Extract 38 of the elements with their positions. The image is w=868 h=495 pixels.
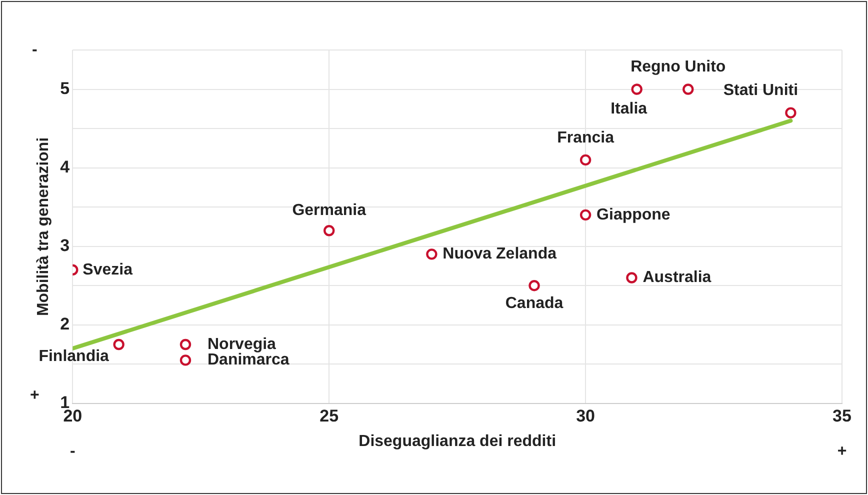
annotation: Giappone: [596, 206, 670, 224]
point: [324, 225, 335, 236]
point: [113, 338, 124, 350]
annotation: Norvegia: [207, 336, 276, 353]
y-axis-title: Mobilità tra generazioni: [35, 137, 52, 316]
annotation: Canada: [505, 295, 564, 312]
x-tick-label: 30: [576, 406, 596, 426]
annotation: Australia: [642, 269, 712, 286]
point: [626, 272, 638, 284]
point: [682, 84, 694, 95]
text: +: [30, 386, 40, 404]
annotation: Italia: [610, 100, 648, 118]
point: [631, 84, 642, 95]
annotation: Stati Uniti: [723, 82, 798, 100]
annotation: Germania: [292, 202, 366, 220]
x-tick-label: 35: [832, 406, 852, 426]
point: [580, 209, 592, 221]
annotation: Svezia: [82, 261, 133, 278]
annotation: Danimarca: [207, 352, 290, 369]
y-tick-label: 5: [60, 78, 70, 98]
x-tick-label: 25: [320, 406, 339, 426]
text: -: [32, 41, 38, 58]
y-tick-label: 4: [60, 157, 70, 176]
point: [180, 354, 192, 366]
x-axis-title: Diseguaglianza dei redditi: [358, 432, 556, 450]
point: [785, 107, 796, 118]
annotation: Regno Unito: [630, 58, 726, 76]
point: [180, 338, 192, 350]
point: [426, 248, 438, 260]
text: -: [70, 442, 76, 460]
y-tick-label: 2: [60, 314, 70, 334]
annotation: Francia: [557, 129, 614, 146]
text: +: [837, 442, 847, 460]
point: [528, 280, 540, 292]
annotation: Nuova Zelanda: [442, 246, 557, 263]
y-tick-label: 3: [60, 236, 70, 256]
point: [580, 154, 592, 166]
annotation: Finlandia: [38, 348, 110, 365]
